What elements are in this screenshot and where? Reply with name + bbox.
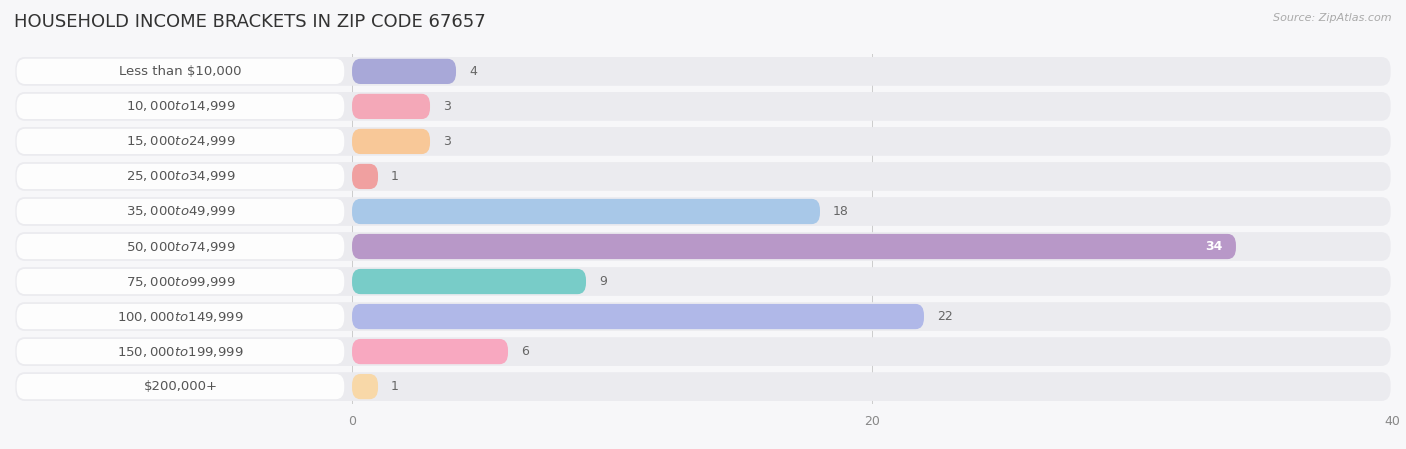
FancyBboxPatch shape	[17, 164, 344, 189]
FancyBboxPatch shape	[17, 59, 344, 84]
FancyBboxPatch shape	[15, 302, 1391, 331]
Text: $200,000+: $200,000+	[143, 380, 218, 393]
FancyBboxPatch shape	[352, 59, 456, 84]
FancyBboxPatch shape	[352, 304, 924, 329]
FancyBboxPatch shape	[17, 269, 344, 294]
FancyBboxPatch shape	[352, 94, 430, 119]
FancyBboxPatch shape	[17, 234, 344, 259]
FancyBboxPatch shape	[15, 197, 1391, 226]
FancyBboxPatch shape	[352, 129, 430, 154]
Text: 22: 22	[936, 310, 953, 323]
Text: 34: 34	[1205, 240, 1223, 253]
Text: $25,000 to $34,999: $25,000 to $34,999	[125, 169, 235, 184]
FancyBboxPatch shape	[15, 337, 1391, 366]
FancyBboxPatch shape	[352, 199, 820, 224]
FancyBboxPatch shape	[15, 92, 1391, 121]
Text: 1: 1	[391, 170, 399, 183]
FancyBboxPatch shape	[17, 199, 344, 224]
FancyBboxPatch shape	[15, 162, 1391, 191]
Text: $50,000 to $74,999: $50,000 to $74,999	[125, 239, 235, 254]
FancyBboxPatch shape	[17, 339, 344, 364]
Text: 3: 3	[443, 100, 451, 113]
FancyBboxPatch shape	[17, 129, 344, 154]
FancyBboxPatch shape	[17, 304, 344, 329]
Text: 1: 1	[391, 380, 399, 393]
FancyBboxPatch shape	[15, 372, 1391, 401]
Text: $10,000 to $14,999: $10,000 to $14,999	[125, 99, 235, 114]
Text: HOUSEHOLD INCOME BRACKETS IN ZIP CODE 67657: HOUSEHOLD INCOME BRACKETS IN ZIP CODE 67…	[14, 13, 486, 31]
Text: 9: 9	[599, 275, 607, 288]
Text: $15,000 to $24,999: $15,000 to $24,999	[125, 134, 235, 149]
FancyBboxPatch shape	[352, 269, 586, 294]
FancyBboxPatch shape	[352, 234, 1236, 259]
Text: $100,000 to $149,999: $100,000 to $149,999	[117, 309, 243, 324]
FancyBboxPatch shape	[15, 127, 1391, 156]
Text: 6: 6	[522, 345, 529, 358]
FancyBboxPatch shape	[17, 94, 344, 119]
FancyBboxPatch shape	[352, 339, 508, 364]
Text: Less than $10,000: Less than $10,000	[120, 65, 242, 78]
FancyBboxPatch shape	[15, 232, 1391, 261]
FancyBboxPatch shape	[352, 164, 378, 189]
Text: 3: 3	[443, 135, 451, 148]
Text: $35,000 to $49,999: $35,000 to $49,999	[125, 204, 235, 219]
Text: $150,000 to $199,999: $150,000 to $199,999	[117, 344, 243, 359]
FancyBboxPatch shape	[15, 57, 1391, 86]
Text: Source: ZipAtlas.com: Source: ZipAtlas.com	[1274, 13, 1392, 23]
Text: 4: 4	[470, 65, 477, 78]
FancyBboxPatch shape	[15, 267, 1391, 296]
FancyBboxPatch shape	[352, 374, 378, 399]
Text: $75,000 to $99,999: $75,000 to $99,999	[125, 274, 235, 289]
Text: 18: 18	[832, 205, 849, 218]
FancyBboxPatch shape	[17, 374, 344, 399]
